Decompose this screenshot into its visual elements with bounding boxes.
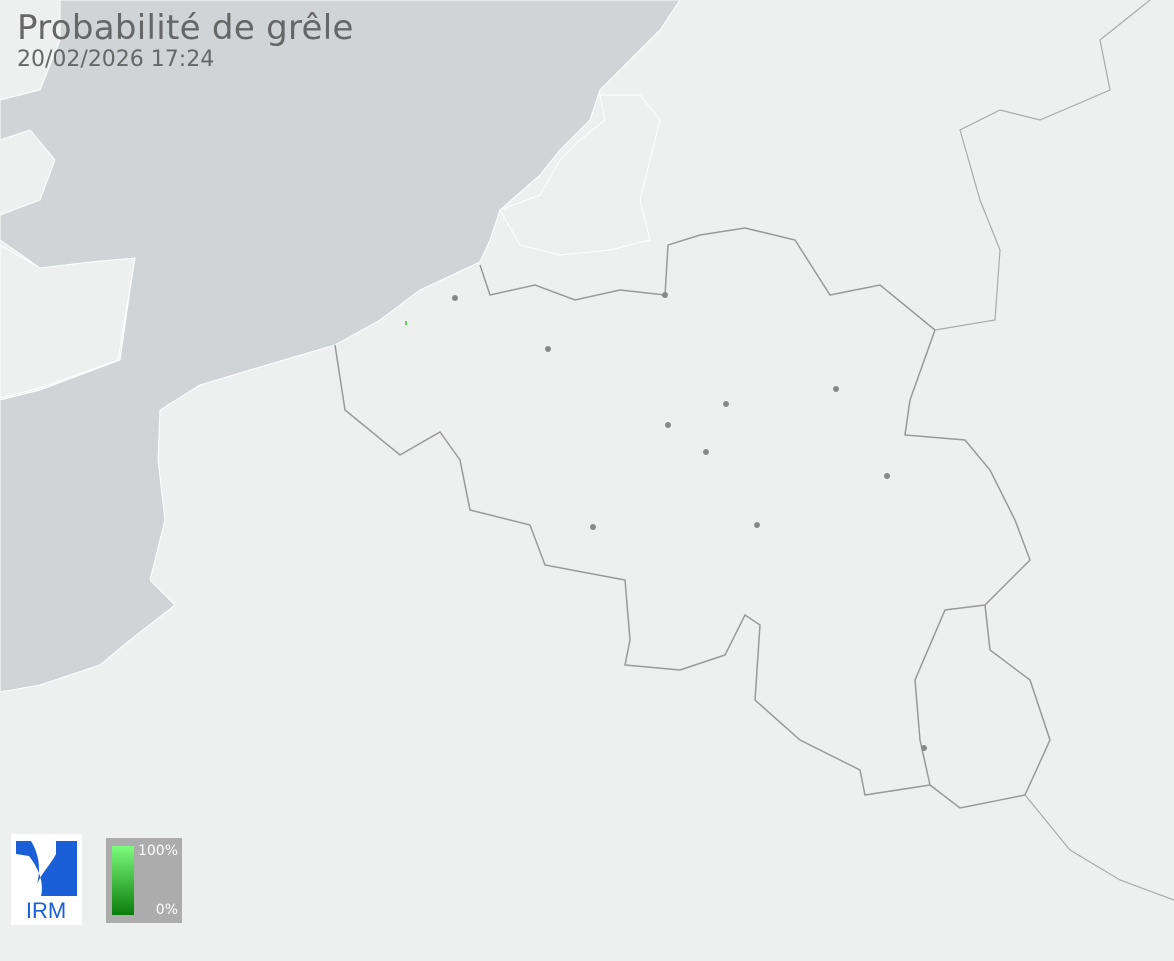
land-zeeland — [499, 94, 661, 256]
city-marker — [590, 524, 596, 530]
city-marker — [754, 522, 760, 528]
border-germany — [934, 0, 1174, 901]
city-markers — [452, 292, 927, 751]
map-timestamp: 20/02/2026 17:24 — [17, 47, 215, 72]
city-marker — [884, 473, 890, 479]
map-title: Probabilité de grêle — [17, 8, 354, 48]
border-belgium — [334, 227, 1031, 796]
city-marker — [723, 401, 729, 407]
legend-max-label: 100% — [137, 843, 178, 859]
land-england-kent — [0, 244, 136, 399]
city-marker — [703, 449, 709, 455]
legend-color-bar — [112, 846, 134, 915]
irm-logo: IRM — [11, 834, 82, 925]
sea — [0, 0, 681, 693]
city-marker — [833, 386, 839, 392]
city-marker — [545, 346, 551, 352]
city-marker — [921, 745, 927, 751]
hail-cell — [405, 321, 407, 325]
city-marker — [665, 422, 671, 428]
legend-min-label: 0% — [155, 902, 178, 918]
border-luxembourg — [929, 604, 1051, 809]
city-marker — [662, 292, 668, 298]
city-marker — [452, 295, 458, 301]
probability-legend: 100% 0% — [106, 838, 182, 923]
svg-text:IRM: IRM — [26, 898, 66, 923]
